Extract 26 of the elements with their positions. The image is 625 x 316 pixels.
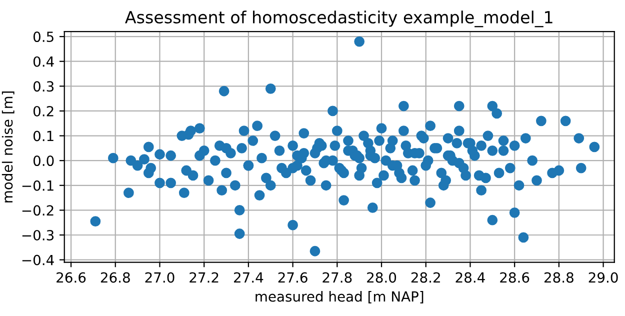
y-tick-label: −0.3 <box>22 230 54 240</box>
y-tick-label: 0.3 <box>33 81 54 92</box>
x-tick-label: 28.6 <box>500 272 530 283</box>
x-tick-label: 26.6 <box>56 272 86 283</box>
x-tick-label: 28.2 <box>411 272 440 283</box>
y-tick-label: 0.2 <box>33 106 54 116</box>
y-axis-title: model noise [m] <box>2 91 14 202</box>
x-tick-label: 29.0 <box>588 272 618 283</box>
x-tick-label: 26.8 <box>100 272 130 283</box>
y-tick-label: −0.1 <box>22 180 54 191</box>
x-axis-title: measured head [m NAP] <box>256 291 424 304</box>
x-tick-label: 28.8 <box>544 272 574 283</box>
y-tick-label: −0.4 <box>22 254 54 266</box>
x-tick-label: 27.8 <box>322 272 352 283</box>
x-tick-label: 27.4 <box>234 272 264 283</box>
y-tick-label: 0.4 <box>33 56 54 67</box>
y-tick-label: 0.5 <box>33 32 54 42</box>
x-tick-label: 27.6 <box>278 272 308 283</box>
y-tick-label: −0.2 <box>22 205 54 216</box>
x-tick-label: 28.4 <box>456 272 485 283</box>
x-tick-label: 28.0 <box>367 272 396 283</box>
x-tick-label: 27.0 <box>145 272 174 283</box>
x-tick-label: 27.2 <box>190 272 218 283</box>
y-tick-label: 0.0 <box>33 156 54 166</box>
chart-title: Assessment of homoscedasticity example_model_1 <box>125 10 552 28</box>
y-tick-label: 0.1 <box>33 130 54 142</box>
